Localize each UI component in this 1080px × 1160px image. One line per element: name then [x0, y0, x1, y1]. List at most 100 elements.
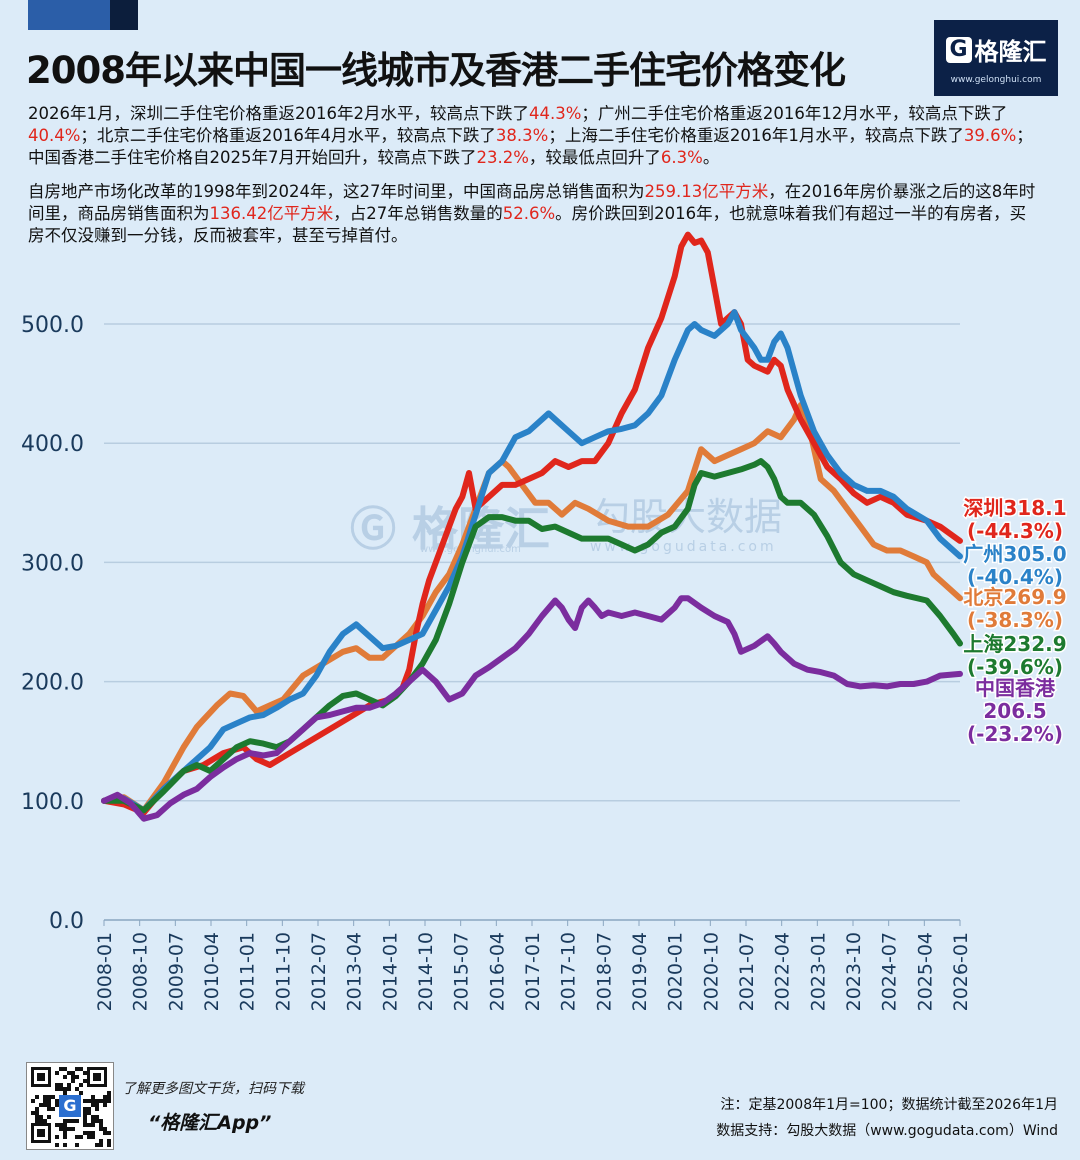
qr-pattern — [83, 1131, 87, 1135]
qr-pattern — [35, 1115, 39, 1119]
qr-pattern — [79, 1067, 83, 1071]
qr-pattern — [43, 1095, 47, 1099]
qr-pattern — [99, 1127, 103, 1131]
highlight-figure: 136.42亿平方米 — [209, 204, 334, 223]
summary-paragraph-2: 自房地产市场化改革的1998年到2024年，这27年时间里，中国商品房总销售面积… — [28, 181, 1038, 247]
x-tick-label: 2013-04 — [344, 932, 366, 1011]
qr-pattern — [87, 1131, 91, 1135]
qr-pattern — [91, 1115, 95, 1119]
x-tick-label: 2023-01 — [807, 932, 829, 1011]
qr-pattern — [91, 1135, 95, 1139]
x-tick-label: 2009-07 — [165, 932, 187, 1011]
series-end-label: (-23.2%) — [967, 722, 1063, 746]
qr-pattern — [59, 1083, 63, 1087]
qr-pattern — [55, 1071, 59, 1075]
qr-pattern — [55, 1099, 59, 1103]
series-line-北京 — [101, 402, 963, 814]
x-tick-label: 2014-10 — [415, 932, 437, 1011]
qr-pattern — [107, 1095, 111, 1099]
qr-pattern — [67, 1071, 71, 1075]
qr-pattern — [47, 1095, 51, 1099]
summary-text: ；上海二手住宅价格重返2016年1月水平，较高点下跌了 — [548, 126, 964, 145]
qr-pattern — [47, 1115, 51, 1119]
qr-pattern — [55, 1123, 59, 1127]
series-end-label: 广州305.0 — [963, 542, 1066, 566]
qr-logo-icon: G — [59, 1095, 81, 1117]
x-tick-label: 2018-07 — [593, 932, 615, 1011]
qr-pattern — [59, 1123, 63, 1127]
qr-pattern — [79, 1091, 83, 1095]
qr-pattern — [51, 1107, 55, 1111]
summary-text: ；北京二手住宅价格重返2016年4月水平，较高点下跌了 — [80, 126, 496, 145]
qr-pattern — [83, 1079, 87, 1083]
brand-logo[interactable]: G 格隆汇 www.gelonghui.com — [934, 20, 1058, 96]
y-tick-label: 0.0 — [49, 909, 84, 934]
summary-paragraph-1: 2026年1月，深圳二手住宅价格重返2016年2月水平，较高点下跌了44.3%；… — [28, 103, 1038, 169]
highlight-figure: 6.3% — [660, 148, 703, 167]
qr-pattern — [39, 1115, 43, 1119]
top-accent-bar-dark — [110, 0, 138, 30]
qr-pattern — [63, 1127, 67, 1131]
qr-pattern — [83, 1119, 87, 1123]
qr-pattern — [39, 1103, 43, 1107]
series-line-深圳 — [101, 231, 963, 816]
qr-pattern — [31, 1111, 35, 1115]
x-tick-label: 2024-07 — [879, 932, 901, 1011]
footer-app-name: “格隆汇App” — [148, 1112, 272, 1134]
x-tick-label: 2019-04 — [629, 932, 651, 1011]
qr-pattern — [59, 1087, 63, 1091]
x-tick-label: 2021-07 — [736, 932, 758, 1011]
summary-text: 。房价跌回到2016年，也就意味着我们有超过一半的有房者，买房不仅没赚到一分钱，… — [28, 204, 1027, 245]
highlight-figure: 259.13亿平方米 — [644, 182, 769, 201]
qr-pattern — [59, 1127, 63, 1131]
qr-pattern — [79, 1083, 83, 1087]
qr-pattern — [99, 1099, 103, 1103]
x-tick-label: 2014-01 — [379, 932, 401, 1011]
qr-pattern — [87, 1135, 91, 1139]
qr-pattern — [37, 1073, 45, 1081]
qr-pattern — [63, 1119, 67, 1123]
watermark-brand-url: www.gelonghui.com — [420, 544, 521, 555]
series-end-label: 北京269.9 — [963, 585, 1066, 609]
summary-text: ；中国香港二手住宅价格自2025年7月开始回升，较高点下跌了 — [28, 126, 1033, 167]
qr-pattern — [75, 1135, 79, 1139]
qr-pattern — [107, 1099, 111, 1103]
highlight-figure: 44.3% — [528, 104, 582, 123]
footer-source: 数据支持：勾股大数据（www.gogudata.com）Wind — [716, 1123, 1058, 1139]
x-tick-label: 2023-10 — [843, 932, 865, 1011]
qr-pattern — [59, 1067, 63, 1071]
qr-pattern — [91, 1123, 95, 1127]
x-tick-label: 2008-01 — [94, 932, 116, 1011]
qr-pattern — [99, 1139, 103, 1143]
qr-pattern — [103, 1127, 107, 1131]
series-end-label: 上海232.9 — [963, 632, 1066, 656]
qr-pattern — [43, 1099, 47, 1103]
qr-pattern — [103, 1103, 107, 1107]
qr-pattern — [71, 1071, 75, 1075]
summary-text: ，在2016年房价暴涨之后的这8年时间里，商品房销售面积为 — [28, 182, 1036, 223]
series-end-label: 中国香港 — [975, 676, 1056, 700]
qr-pattern — [103, 1099, 107, 1103]
qr-code[interactable]: G — [26, 1062, 114, 1150]
qr-pattern — [47, 1107, 51, 1111]
qr-pattern — [55, 1103, 59, 1107]
x-tick-label: 2020-01 — [665, 932, 687, 1011]
y-tick-label: 400.0 — [21, 432, 84, 457]
qr-pattern — [39, 1119, 43, 1123]
qr-pattern — [75, 1143, 79, 1147]
qr-pattern — [103, 1095, 107, 1099]
top-accent-bar — [28, 0, 110, 30]
footer-tagline: 了解更多图文干货，扫码下载 — [122, 1081, 304, 1097]
series-end-label: (-39.6%) — [967, 655, 1063, 679]
qr-pattern — [83, 1107, 87, 1111]
qr-pattern — [87, 1107, 91, 1111]
qr-pattern — [67, 1087, 71, 1091]
qr-pattern — [67, 1127, 71, 1131]
qr-pattern — [63, 1123, 67, 1127]
qr-pattern — [95, 1099, 99, 1103]
x-tick-label: 2026-01 — [950, 932, 972, 1011]
qr-pattern — [43, 1103, 47, 1107]
y-tick-label: 300.0 — [21, 551, 84, 576]
x-tick-label: 2022-04 — [772, 932, 794, 1011]
x-tick-label: 2010-04 — [201, 932, 223, 1011]
